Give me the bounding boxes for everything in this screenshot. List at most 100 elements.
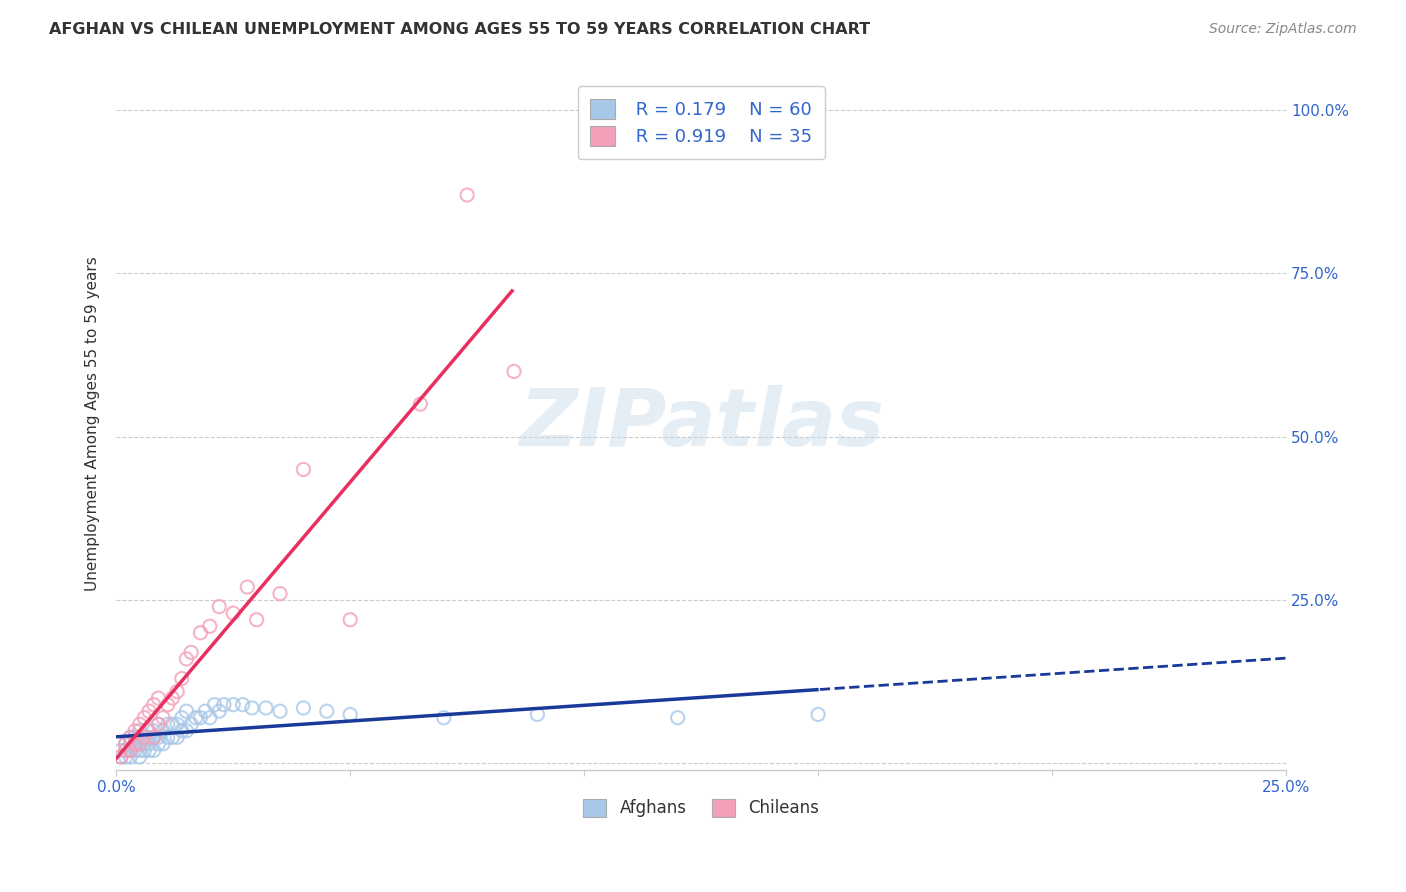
Point <box>162 717 184 731</box>
Point <box>134 711 156 725</box>
Point <box>315 704 337 718</box>
Point <box>204 698 226 712</box>
Point <box>138 723 160 738</box>
Point <box>180 645 202 659</box>
Y-axis label: Unemployment Among Ages 55 to 59 years: Unemployment Among Ages 55 to 59 years <box>86 256 100 591</box>
Point <box>134 743 156 757</box>
Point <box>666 711 689 725</box>
Point <box>269 704 291 718</box>
Point <box>124 737 146 751</box>
Point <box>148 691 170 706</box>
Point <box>128 737 150 751</box>
Point <box>110 750 132 764</box>
Point <box>134 731 156 745</box>
Point <box>142 723 165 738</box>
Point <box>339 707 361 722</box>
Point <box>166 731 188 745</box>
Point <box>162 691 184 706</box>
Point <box>184 711 207 725</box>
Point <box>148 717 170 731</box>
Point <box>156 698 179 712</box>
Point <box>138 743 160 757</box>
Point <box>170 672 193 686</box>
Point <box>166 717 188 731</box>
Point <box>807 707 830 722</box>
Point <box>156 731 179 745</box>
Point <box>409 397 432 411</box>
Point <box>198 619 221 633</box>
Point <box>134 731 156 745</box>
Point <box>292 701 315 715</box>
Point <box>170 711 193 725</box>
Point <box>142 731 165 745</box>
Point <box>292 462 315 476</box>
Point <box>170 723 193 738</box>
Point <box>222 606 245 620</box>
Point <box>120 737 142 751</box>
Point <box>232 698 254 712</box>
Point <box>120 743 142 757</box>
Point <box>269 586 291 600</box>
Point <box>236 580 259 594</box>
Point <box>114 737 136 751</box>
Point <box>503 364 526 378</box>
Point <box>148 737 170 751</box>
Point <box>114 743 136 757</box>
Point <box>120 731 142 745</box>
Point <box>162 731 184 745</box>
Point <box>208 599 231 614</box>
Point <box>114 737 136 751</box>
Point <box>114 750 136 764</box>
Point <box>190 711 212 725</box>
Point <box>148 731 170 745</box>
Point <box>222 698 245 712</box>
Point <box>526 707 548 722</box>
Point <box>124 737 146 751</box>
Point <box>176 652 198 666</box>
Text: ZIPatlas: ZIPatlas <box>519 384 883 463</box>
Point <box>180 717 202 731</box>
Point <box>120 750 142 764</box>
Text: Source: ZipAtlas.com: Source: ZipAtlas.com <box>1209 22 1357 37</box>
Point <box>433 711 456 725</box>
Point <box>176 704 198 718</box>
Point <box>120 743 142 757</box>
Point <box>142 698 165 712</box>
Point <box>240 701 263 715</box>
Point <box>166 684 188 698</box>
Point <box>198 711 221 725</box>
Point <box>152 711 174 725</box>
Point <box>128 717 150 731</box>
Point <box>128 750 150 764</box>
Point <box>208 704 231 718</box>
Point <box>124 731 146 745</box>
Point <box>212 698 235 712</box>
Text: AFGHAN VS CHILEAN UNEMPLOYMENT AMONG AGES 55 TO 59 YEARS CORRELATION CHART: AFGHAN VS CHILEAN UNEMPLOYMENT AMONG AGE… <box>49 22 870 37</box>
Point <box>176 723 198 738</box>
Point <box>142 743 165 757</box>
Point <box>110 743 132 757</box>
Point <box>152 723 174 738</box>
Point <box>156 717 179 731</box>
Point <box>190 625 212 640</box>
Point <box>194 704 217 718</box>
Point <box>128 737 150 751</box>
Point <box>114 743 136 757</box>
Point <box>148 717 170 731</box>
Point <box>138 704 160 718</box>
Point <box>456 188 478 202</box>
Point <box>138 737 160 751</box>
Point <box>246 613 269 627</box>
Point <box>128 723 150 738</box>
Point <box>124 743 146 757</box>
Point <box>138 731 160 745</box>
Legend: Afghans, Chileans: Afghans, Chileans <box>576 792 825 824</box>
Point <box>120 731 142 745</box>
Point <box>152 737 174 751</box>
Point <box>134 737 156 751</box>
Point <box>110 750 132 764</box>
Point <box>339 613 361 627</box>
Point <box>128 743 150 757</box>
Point <box>254 701 277 715</box>
Point <box>124 723 146 738</box>
